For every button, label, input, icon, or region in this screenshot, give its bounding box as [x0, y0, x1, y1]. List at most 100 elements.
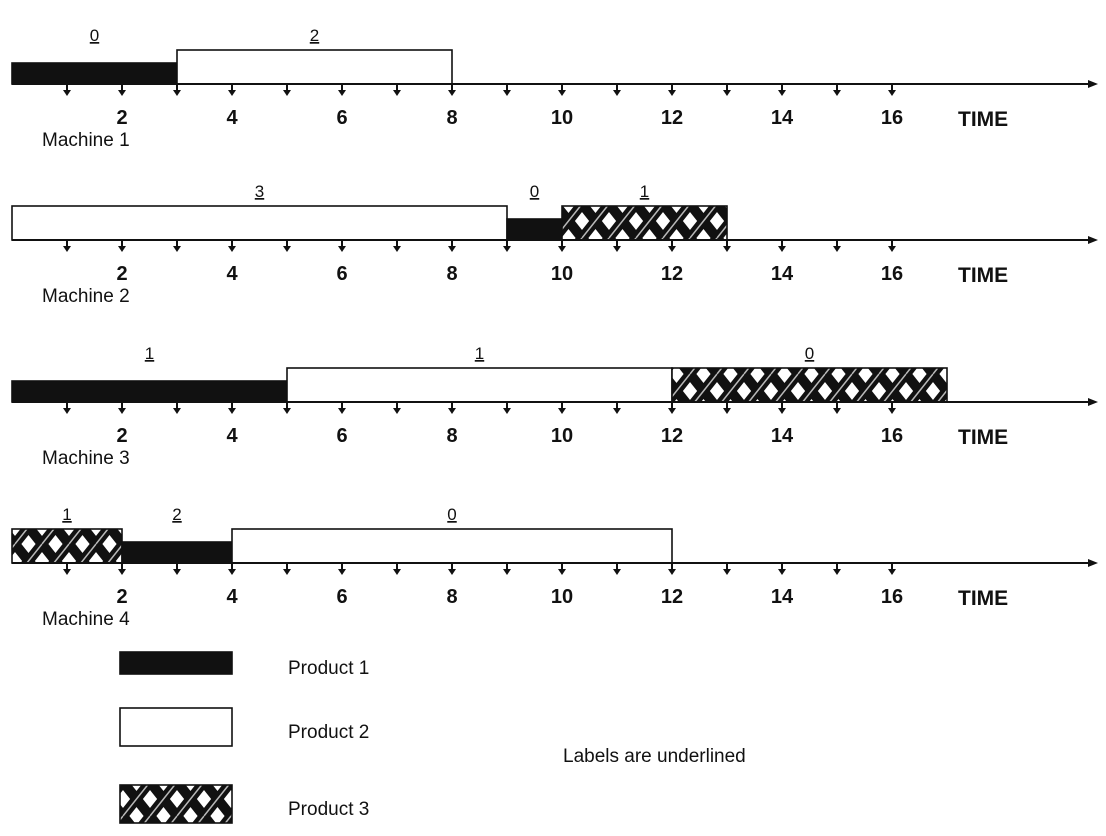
legend-swatch: [119, 784, 233, 824]
axis-tick-marker: [723, 408, 731, 414]
segment-label: 1: [475, 344, 484, 363]
tick-label: 8: [446, 107, 457, 129]
segment-label: 1: [640, 182, 649, 201]
segment-label: 0: [530, 182, 539, 201]
segment-label: 3: [255, 182, 264, 201]
tick-label: 12: [661, 425, 683, 447]
axis-tick-marker: [283, 408, 291, 414]
axis-tick-marker: [558, 246, 566, 252]
axis-tick-marker: [503, 246, 511, 252]
schedule-bar: [11, 528, 123, 564]
axis-tick-marker: [393, 569, 401, 575]
axis-tick-marker: [723, 90, 731, 96]
axis-tick-marker: [778, 408, 786, 414]
tick-label: 12: [661, 263, 683, 285]
machine-label: Machine 4: [42, 609, 130, 630]
segment-label: 1: [145, 344, 154, 363]
axis-tick-marker: [283, 90, 291, 96]
axis-tick-marker: [448, 408, 456, 414]
axis-title: TIME: [958, 587, 1008, 610]
tick-label: 14: [771, 586, 794, 608]
axis-tick-marker: [833, 90, 841, 96]
axis-tick-marker: [833, 246, 841, 252]
axis-tick-marker: [668, 408, 676, 414]
legend-label: Product 3: [288, 799, 369, 820]
tick-label: 14: [771, 425, 794, 447]
axis-tick-marker: [888, 246, 896, 252]
axis-tick-marker: [668, 90, 676, 96]
tick-label: 8: [446, 425, 457, 447]
tick-label: 16: [881, 586, 903, 608]
tick-label: 6: [336, 263, 347, 285]
tick-label: 16: [881, 263, 903, 285]
segment-label: 0: [447, 505, 456, 524]
axis-tick-marker: [558, 90, 566, 96]
segment-label: 1: [62, 505, 71, 524]
segment-label: 0: [805, 344, 814, 363]
axis-tick-marker: [888, 90, 896, 96]
machine-label: Machine 1: [42, 130, 130, 151]
axis-tick-marker: [503, 90, 511, 96]
tick-label: 14: [771, 107, 794, 129]
tick-label: 2: [116, 107, 127, 129]
axis-tick-marker: [723, 246, 731, 252]
axis-tick-marker: [448, 246, 456, 252]
axis-tick-marker: [173, 246, 181, 252]
legend-label: Product 1: [288, 658, 369, 679]
axis-tick-marker: [503, 569, 511, 575]
tick-label: 10: [551, 425, 573, 447]
axis-tick-marker: [613, 246, 621, 252]
axis-tick-marker: [503, 408, 511, 414]
legend-swatch: [119, 651, 233, 675]
axis-title: TIME: [958, 108, 1008, 131]
axis-title: TIME: [958, 426, 1008, 449]
axis-tick-marker: [393, 246, 401, 252]
axis-tick-marker: [228, 569, 236, 575]
axis-arrowhead: [1088, 80, 1098, 88]
axis-tick-marker: [118, 569, 126, 575]
schedule-bar: [506, 218, 563, 241]
tick-label: 14: [771, 263, 794, 285]
axis-tick-marker: [613, 569, 621, 575]
axis-tick-marker: [228, 90, 236, 96]
schedule-bar: [561, 205, 728, 241]
axis-tick-marker: [338, 90, 346, 96]
axis-tick-marker: [448, 569, 456, 575]
axis-tick-marker: [173, 408, 181, 414]
tick-label: 16: [881, 425, 903, 447]
axis-tick-marker: [283, 246, 291, 252]
tick-label: 4: [226, 425, 238, 447]
tick-label: 4: [226, 586, 238, 608]
axis-tick-marker: [118, 246, 126, 252]
axis-tick-marker: [228, 408, 236, 414]
axis-tick-marker: [118, 90, 126, 96]
axis-arrowhead: [1088, 236, 1098, 244]
axis-tick-marker: [338, 569, 346, 575]
machine-panel: 0 2 2 4 6 8 10 12 14 16 TIME Machine 1: [11, 26, 1098, 151]
schedule-bar: [671, 367, 948, 403]
tick-label: 8: [446, 263, 457, 285]
axis-tick-marker: [833, 408, 841, 414]
axis-tick-marker: [613, 90, 621, 96]
axis-title: TIME: [958, 264, 1008, 287]
machine-label: Machine 2: [42, 286, 130, 307]
axis-tick-marker: [173, 90, 181, 96]
axis-tick-marker: [558, 408, 566, 414]
tick-label: 6: [336, 425, 347, 447]
axis-tick-marker: [63, 246, 71, 252]
axis-tick-marker: [668, 246, 676, 252]
tick-label: 16: [881, 107, 903, 129]
axis-tick-marker: [63, 569, 71, 575]
axis-tick-marker: [558, 569, 566, 575]
machine-label: Machine 3: [42, 448, 130, 469]
axis-tick-marker: [668, 569, 676, 575]
segment-label: 2: [310, 26, 319, 45]
axis-arrowhead: [1088, 559, 1098, 567]
segment-label: 0: [90, 26, 99, 45]
tick-label: 4: [226, 263, 238, 285]
tick-label: 6: [336, 586, 347, 608]
axis-tick-marker: [778, 246, 786, 252]
axis-tick-marker: [448, 90, 456, 96]
